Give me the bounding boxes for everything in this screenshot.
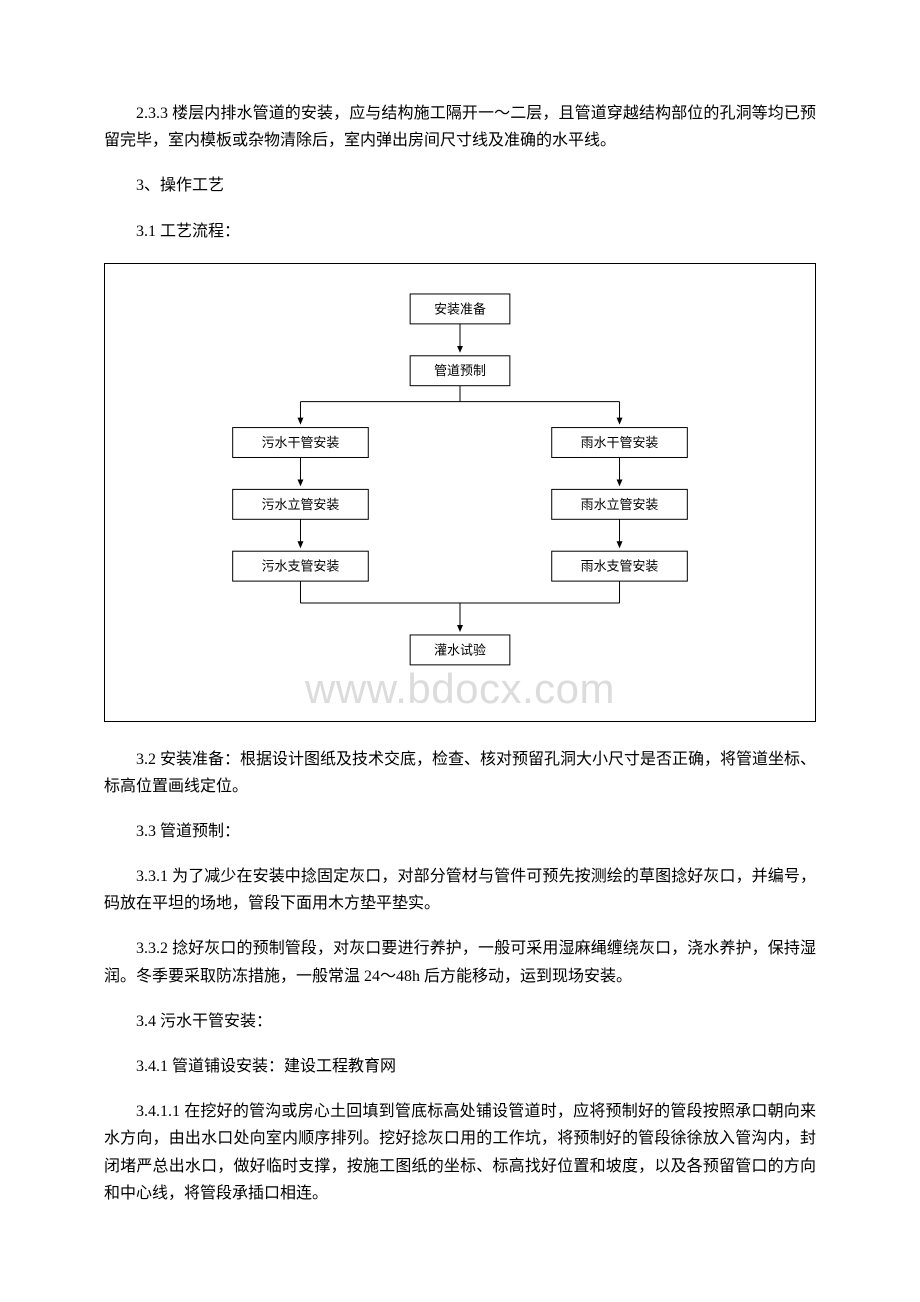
flowchart-svg: 安装准备 管道预制 污水干管安装 雨水干管安装 污水立管安装 雨水立管安装 污水… — [121, 284, 799, 703]
paragraph-3-4-1-1: 3.4.1.1 在挖好的管沟或房心土回填到管底标高处铺设管道时，应将预制好的管段… — [104, 1098, 816, 1207]
paragraph-3-1: 3.1 工艺流程： — [104, 218, 816, 245]
paragraph-3-3: 3.3 管道预制： — [104, 818, 816, 845]
paragraph-3-4: 3.4 污水干管安装： — [104, 1008, 816, 1035]
fc-node-rain-main-label: 雨水干管安装 — [581, 435, 659, 450]
paragraph-3-2: 3.2 安装准备：根据设计图纸及技术交底，检查、核对预留孔洞大小尺寸是否正确，将… — [104, 746, 816, 800]
fc-node-prefab-label: 管道预制 — [434, 363, 486, 378]
paragraph-3-3-1: 3.3.1 为了减少在安装中捻固定灰口，对部分管材与管件可预先按测绘的草图捻好灰… — [104, 863, 816, 917]
fc-node-sewage-riser-label: 污水立管安装 — [262, 497, 340, 512]
fc-node-test-label: 灌水试验 — [434, 642, 486, 657]
fc-node-rain-riser-label: 雨水立管安装 — [581, 497, 659, 512]
fc-node-rain-branch-label: 雨水支管安装 — [581, 558, 659, 573]
paragraph-3: 3、操作工艺 — [104, 172, 816, 199]
fc-node-sewage-main-label: 污水干管安装 — [262, 435, 340, 450]
fc-node-sewage-branch-label: 污水支管安装 — [262, 558, 340, 573]
flowchart-container: www.bdocx.com 安装准备 管道预制 污水干管安装 雨水干管安装 污水… — [104, 263, 816, 722]
paragraph-3-3-2: 3.3.2 捻好灰口的预制管段，对灰口要进行养护，一般可采用湿麻绳缠绕灰口，浇水… — [104, 935, 816, 989]
paragraph-3-4-1: 3.4.1 管道铺设安装：建设工程教育网 — [104, 1053, 816, 1080]
paragraph-2-3-3: 2.3.3 楼层内排水管道的安装，应与结构施工隔开一～二层，且管道穿越结构部位的… — [104, 100, 816, 154]
fc-node-prep-label: 安装准备 — [434, 301, 486, 316]
